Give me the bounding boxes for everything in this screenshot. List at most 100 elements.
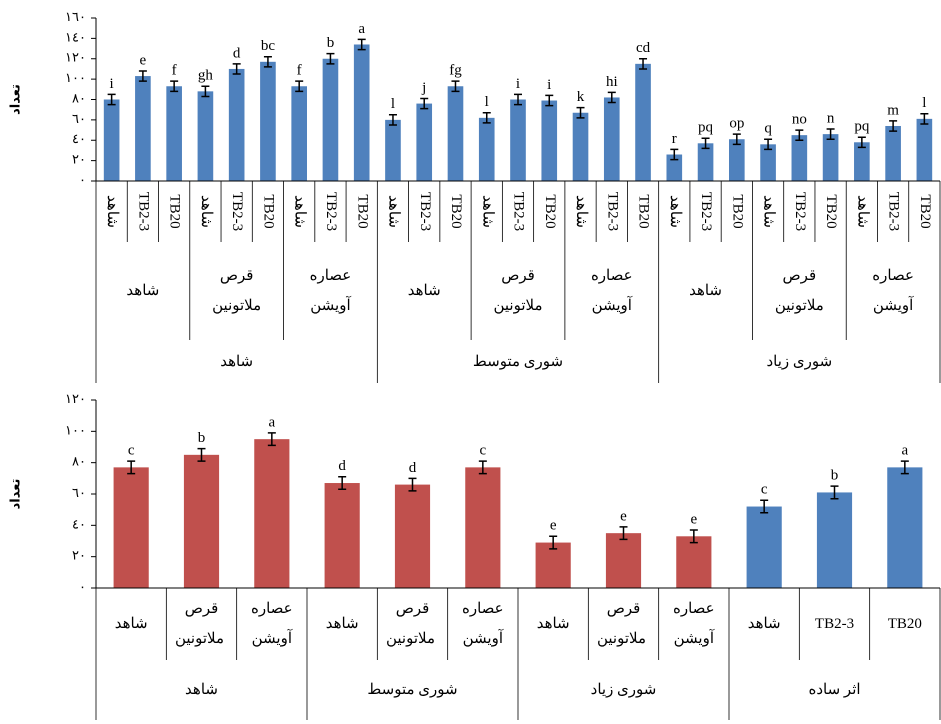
x-tick-label: شاهد — [104, 195, 120, 228]
significance-letter: i — [516, 76, 520, 92]
significance-letter: b — [327, 35, 335, 51]
category-cell: قرص ملاتونین — [588, 588, 658, 660]
category-cell: عصاره آویشن — [673, 601, 715, 647]
x-tick-label: TB20 — [636, 194, 652, 228]
significance-letter: l — [485, 94, 489, 110]
category-text: عصاره آویشن — [673, 601, 715, 647]
bar — [605, 533, 642, 588]
y-tick-label: ٤٠ — [72, 131, 86, 146]
category-text: شوری زیاد — [590, 682, 657, 698]
y-axis-label: تعداد — [9, 479, 24, 510]
significance-letter: a — [901, 443, 908, 459]
bar — [197, 91, 214, 181]
category-label: شاهد — [729, 588, 799, 660]
category-cell: شاهد — [659, 242, 753, 340]
bar — [746, 506, 782, 588]
significance-letter: b — [198, 430, 206, 446]
y-tick-label: ٠ — [79, 579, 86, 594]
x-tick-label: TB20 — [729, 194, 745, 228]
significance-letter: gh — [198, 68, 214, 84]
bar — [353, 44, 370, 181]
bar — [887, 467, 923, 588]
category-cell: شاهد — [537, 616, 570, 632]
category-text: قرص ملاتونین — [493, 268, 543, 314]
error-bar — [689, 529, 698, 544]
category-label: شوری متوسط — [307, 660, 518, 720]
error-bar — [107, 93, 116, 106]
error-bar — [795, 129, 804, 141]
category-text: شاهد — [325, 616, 359, 632]
error-bar — [900, 460, 909, 475]
error-bar — [197, 447, 206, 462]
category-label: عصاره آویشن — [448, 588, 518, 660]
significance-letter: m — [887, 102, 899, 118]
x-tick-label: TB20 — [917, 194, 933, 228]
category-text: عصاره آویشن — [590, 268, 633, 314]
x-tick-label: TB20 — [167, 194, 183, 228]
category-label: قرص ملاتونین — [588, 588, 658, 660]
error-bar — [732, 133, 741, 146]
bar — [729, 139, 745, 181]
bar — [103, 99, 120, 181]
error-bar — [478, 460, 487, 475]
bar — [676, 536, 712, 588]
category-text: اثر ساده — [808, 682, 861, 698]
significance-letter: k — [577, 89, 585, 105]
error-bar — [326, 52, 335, 65]
bar — [135, 76, 151, 181]
error-bar — [232, 63, 241, 75]
x-tick-label: TB2-3 — [229, 192, 245, 231]
x-tick-label: TB2-3 — [135, 192, 151, 231]
x-tick-label: شاهد — [667, 195, 683, 228]
error-bar — [619, 526, 628, 541]
y-tick-label: ١٠٠ — [65, 70, 86, 85]
category-cell: شاهد — [185, 682, 218, 698]
bar — [291, 86, 307, 181]
category-label: TB20 — [870, 588, 940, 660]
bar — [166, 86, 182, 181]
bar — [228, 68, 245, 181]
y-tick-label: ٠ — [79, 172, 86, 187]
significance-letter: f — [297, 63, 302, 79]
category-text: عصاره آویشن — [462, 601, 504, 647]
y-tick-label: ١٦٠ — [65, 9, 86, 24]
bar — [254, 439, 290, 588]
category-cell: قرص ملاتونین — [386, 601, 435, 647]
x-tick-label: TB2-3 — [792, 192, 808, 231]
category-text: عصاره آویشن — [872, 268, 914, 314]
y-axis-label: تعداد — [9, 84, 24, 115]
category-cell: عصاره آویشن — [448, 588, 518, 660]
error-bar — [920, 113, 929, 125]
bar — [447, 86, 464, 181]
error-bar — [607, 91, 616, 104]
error-bar — [267, 432, 276, 447]
error-bar — [701, 137, 710, 150]
significance-letter: c — [128, 443, 135, 459]
y-tick-label: ٦٠ — [72, 485, 86, 500]
bar — [385, 119, 401, 181]
significance-letter: b — [831, 468, 839, 484]
category-label: شاهد — [659, 242, 753, 340]
category-cell: اثر ساده — [808, 682, 861, 698]
x-tick-label: شاهد — [386, 195, 402, 228]
category-cell: عصاره آویشن — [590, 268, 633, 314]
significance-letter: d — [338, 458, 346, 474]
x-tick-label: TB2-3 — [511, 192, 527, 231]
category-text: شاهد — [126, 283, 160, 299]
category-cell: قرص ملاتونین — [775, 268, 824, 314]
category-text: قرص ملاتونین — [596, 601, 646, 647]
x-tick-label: شاهد — [573, 195, 589, 228]
category-cell: شاهد — [115, 616, 148, 632]
bar — [760, 144, 776, 181]
category-text: TB20 — [887, 616, 922, 632]
significance-letter: e — [550, 518, 557, 534]
significance-letter: pq — [854, 119, 870, 135]
significance-letter: l — [391, 96, 395, 112]
category-text: قرص ملاتونین — [212, 268, 262, 314]
category-cell: TB2-3 — [815, 616, 854, 632]
significance-letter: a — [358, 21, 365, 37]
category-text: شاهد — [407, 283, 441, 299]
category-label: شاهد — [96, 340, 377, 383]
significance-letter: l — [922, 95, 926, 111]
